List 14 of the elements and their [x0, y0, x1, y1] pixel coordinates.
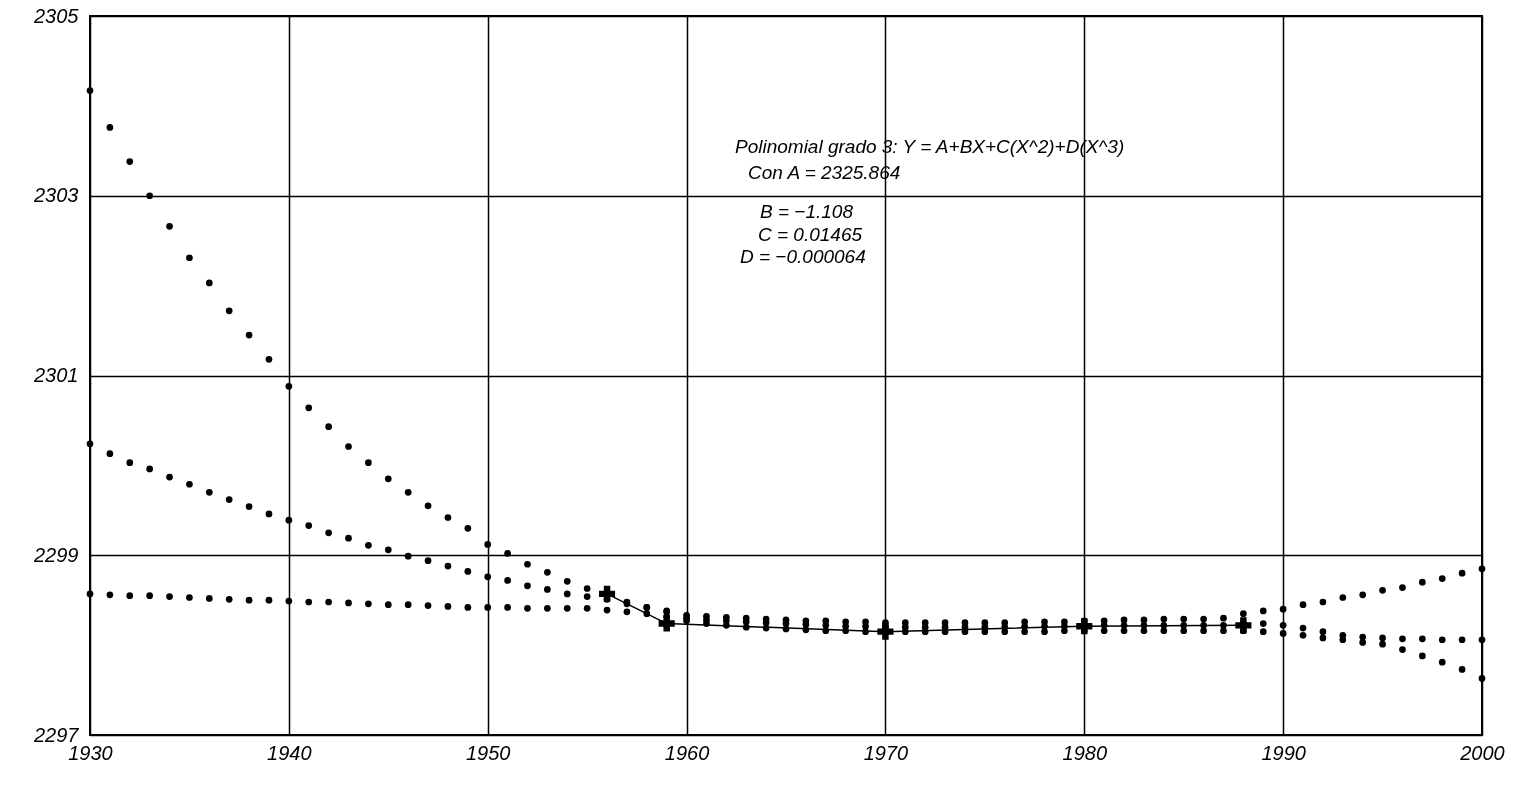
annotation: D = −0.000064 [740, 246, 866, 267]
x-tick-label: 1970 [863, 741, 909, 764]
x-tick-label: 1940 [267, 741, 312, 764]
annotation: C = 0.01465 [758, 224, 863, 245]
y-tick-label: 2303 [33, 184, 79, 207]
x-tick-label: 1950 [465, 741, 511, 764]
x-tick-label: 1980 [1062, 741, 1108, 764]
y-tick-label: 2305 [33, 4, 80, 27]
y-tick-label: 2299 [33, 543, 79, 566]
annotation: B = −1.108 [760, 201, 854, 222]
y-tick-label: 2301 [33, 364, 79, 386]
x-tick-label: 2000 [1459, 741, 1505, 764]
x-tick-label: 1960 [664, 741, 710, 764]
x-tick-label: 1990 [1261, 741, 1306, 764]
